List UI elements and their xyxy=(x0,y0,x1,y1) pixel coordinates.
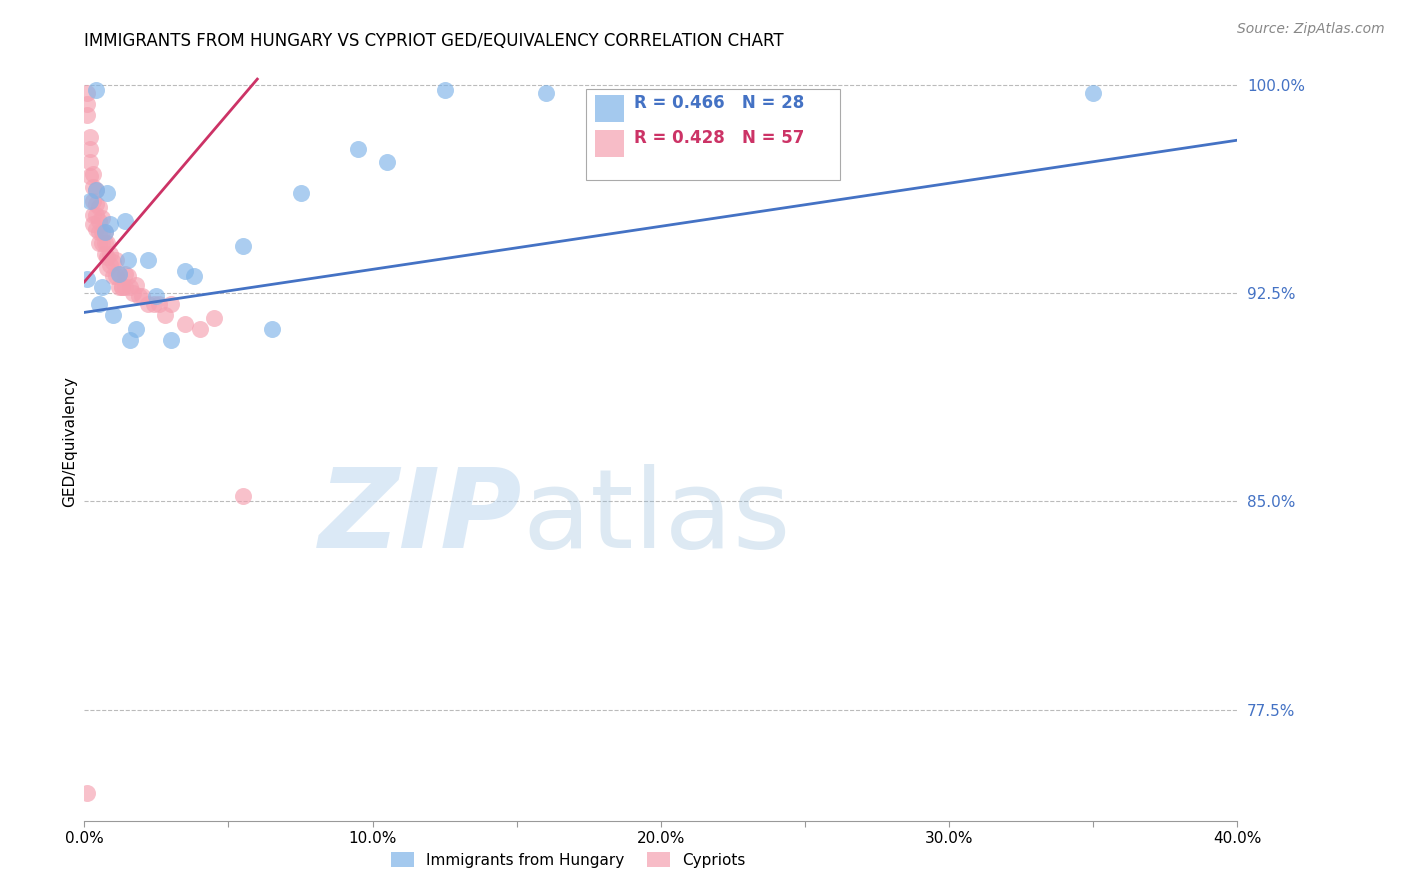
Point xyxy=(76,272,98,286)
Point xyxy=(188,322,211,336)
FancyBboxPatch shape xyxy=(595,130,624,157)
Point xyxy=(117,269,139,284)
Point xyxy=(136,297,159,311)
Point xyxy=(87,213,110,227)
Point xyxy=(96,260,118,275)
Point xyxy=(96,235,118,250)
FancyBboxPatch shape xyxy=(586,89,839,180)
Point xyxy=(96,186,118,200)
Text: R = 0.466   N = 28: R = 0.466 N = 28 xyxy=(634,94,804,112)
Point xyxy=(76,786,98,800)
Point xyxy=(90,225,112,239)
Point xyxy=(111,280,134,294)
Y-axis label: GED/Equivalency: GED/Equivalency xyxy=(62,376,77,507)
Point xyxy=(160,333,183,347)
Point xyxy=(79,142,101,156)
Point xyxy=(108,267,131,281)
Point xyxy=(142,297,165,311)
Point xyxy=(84,183,107,197)
Point xyxy=(117,252,139,267)
Point xyxy=(122,285,145,300)
Point xyxy=(1083,86,1105,100)
Point xyxy=(174,317,197,331)
Point xyxy=(90,235,112,250)
Point xyxy=(84,222,107,236)
Point xyxy=(84,83,107,97)
Point xyxy=(82,167,104,181)
Point xyxy=(98,217,121,231)
Point xyxy=(375,155,398,169)
Point xyxy=(87,225,110,239)
Point xyxy=(84,183,107,197)
Point xyxy=(120,280,142,294)
Point xyxy=(114,213,136,227)
Point xyxy=(82,208,104,222)
Point xyxy=(76,108,98,122)
Point xyxy=(232,238,254,252)
Point xyxy=(125,277,148,292)
Point xyxy=(260,322,283,336)
Point xyxy=(93,225,115,239)
Point xyxy=(145,289,167,303)
Point xyxy=(433,83,456,97)
Point xyxy=(87,235,110,250)
Point xyxy=(174,264,197,278)
FancyBboxPatch shape xyxy=(595,95,624,122)
Point xyxy=(128,289,150,303)
Text: R = 0.428   N = 57: R = 0.428 N = 57 xyxy=(634,129,804,147)
Point xyxy=(131,289,153,303)
Point xyxy=(79,130,101,145)
Point xyxy=(111,280,134,294)
Text: IMMIGRANTS FROM HUNGARY VS CYPRIOT GED/EQUIVALENCY CORRELATION CHART: IMMIGRANTS FROM HUNGARY VS CYPRIOT GED/E… xyxy=(84,32,785,50)
Point xyxy=(183,269,205,284)
Point xyxy=(202,310,225,325)
Point xyxy=(114,280,136,294)
Point xyxy=(108,280,131,294)
Point xyxy=(87,297,110,311)
Point xyxy=(105,252,128,267)
Point xyxy=(136,252,159,267)
Point xyxy=(90,280,112,294)
Point xyxy=(98,247,121,261)
Point xyxy=(90,211,112,225)
Point xyxy=(84,197,107,211)
Point xyxy=(153,308,176,322)
Point xyxy=(114,267,136,281)
Point xyxy=(82,180,104,194)
Point xyxy=(79,155,101,169)
Point xyxy=(93,225,115,239)
Point xyxy=(93,235,115,250)
Text: atlas: atlas xyxy=(523,464,792,571)
Point xyxy=(120,333,142,347)
Point xyxy=(105,269,128,284)
Point xyxy=(103,269,124,284)
Point xyxy=(534,86,557,100)
Point xyxy=(93,247,115,261)
Point xyxy=(87,200,110,214)
Point xyxy=(84,208,107,222)
Point xyxy=(96,250,118,264)
Point xyxy=(232,489,254,503)
Point xyxy=(125,322,148,336)
Point xyxy=(79,169,101,184)
Point xyxy=(347,142,370,156)
Point xyxy=(76,86,98,100)
Point xyxy=(103,255,124,269)
Point xyxy=(148,297,170,311)
Point xyxy=(160,297,183,311)
Point xyxy=(108,267,131,281)
Point xyxy=(76,97,98,112)
Point xyxy=(82,217,104,231)
Legend: Immigrants from Hungary, Cypriots: Immigrants from Hungary, Cypriots xyxy=(385,846,752,873)
Point xyxy=(98,258,121,272)
Text: ZIP: ZIP xyxy=(319,464,523,571)
Point xyxy=(103,308,124,322)
Point xyxy=(82,194,104,209)
Point xyxy=(79,194,101,209)
Text: Source: ZipAtlas.com: Source: ZipAtlas.com xyxy=(1237,22,1385,37)
Point xyxy=(290,186,312,200)
